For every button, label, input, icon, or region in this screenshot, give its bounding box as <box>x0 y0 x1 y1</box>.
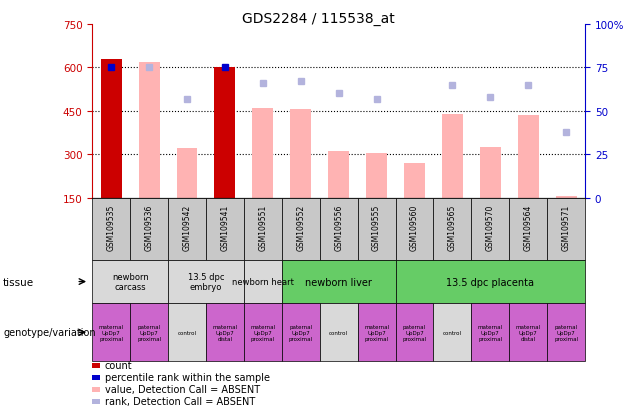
Bar <box>139 62 160 198</box>
Text: newborn liver: newborn liver <box>305 277 372 287</box>
Text: maternal
UpDp7
proximal: maternal UpDp7 proximal <box>364 324 389 341</box>
Text: rank, Detection Call = ABSENT: rank, Detection Call = ABSENT <box>105 396 255 406</box>
Text: maternal
UpDp7
distal: maternal UpDp7 distal <box>212 324 237 341</box>
Text: GSM109552: GSM109552 <box>296 204 305 250</box>
Text: maternal
UpDp7
proximal: maternal UpDp7 proximal <box>478 324 503 341</box>
Bar <box>214 68 235 198</box>
Text: GSM109560: GSM109560 <box>410 204 419 250</box>
Text: 13.5 dpc placenta: 13.5 dpc placenta <box>446 277 534 287</box>
Bar <box>328 152 349 198</box>
Text: count: count <box>105 361 132 370</box>
Text: maternal
UpDp7
distal: maternal UpDp7 distal <box>516 324 541 341</box>
Text: maternal
UpDp7
proximal: maternal UpDp7 proximal <box>251 324 275 341</box>
Bar <box>404 164 425 198</box>
Text: GSM109555: GSM109555 <box>372 204 381 250</box>
Text: control: control <box>329 330 348 335</box>
Bar <box>480 148 501 198</box>
Text: newborn heart: newborn heart <box>232 278 294 286</box>
Text: GSM109551: GSM109551 <box>258 204 267 250</box>
Text: 13.5 dpc
embryo: 13.5 dpc embryo <box>188 272 225 292</box>
Bar <box>100 59 121 198</box>
Bar <box>177 149 197 198</box>
Text: control: control <box>177 330 197 335</box>
Text: GSM109541: GSM109541 <box>221 204 230 250</box>
Text: GSM109542: GSM109542 <box>183 204 191 250</box>
Text: GSM109535: GSM109535 <box>107 204 116 250</box>
Text: paternal
UpDp7
proximal: paternal UpDp7 proximal <box>554 324 578 341</box>
Text: GSM109564: GSM109564 <box>524 204 533 250</box>
Text: paternal
UpDp7
proximal: paternal UpDp7 proximal <box>289 324 313 341</box>
Text: tissue: tissue <box>3 277 34 287</box>
Bar <box>290 110 311 198</box>
Bar <box>556 197 577 198</box>
Text: value, Detection Call = ABSENT: value, Detection Call = ABSENT <box>105 384 260 394</box>
Text: paternal
UpDp7
proximal: paternal UpDp7 proximal <box>403 324 427 341</box>
Text: control: control <box>443 330 462 335</box>
Text: GSM109536: GSM109536 <box>144 204 153 250</box>
Bar <box>518 116 539 198</box>
Text: GSM109571: GSM109571 <box>562 204 570 250</box>
Text: paternal
UpDp7
proximal: paternal UpDp7 proximal <box>137 324 161 341</box>
Text: percentile rank within the sample: percentile rank within the sample <box>105 373 270 382</box>
Text: GDS2284 / 115538_at: GDS2284 / 115538_at <box>242 12 394 26</box>
Text: GSM109570: GSM109570 <box>486 204 495 250</box>
Text: genotype/variation: genotype/variation <box>3 328 96 337</box>
Text: GSM109556: GSM109556 <box>334 204 343 250</box>
Text: newborn
carcass: newborn carcass <box>112 272 149 292</box>
Bar <box>366 154 387 198</box>
Text: maternal
UpDp7
proximal: maternal UpDp7 proximal <box>99 324 124 341</box>
Bar <box>252 109 273 198</box>
Bar <box>442 114 463 198</box>
Text: GSM109565: GSM109565 <box>448 204 457 250</box>
